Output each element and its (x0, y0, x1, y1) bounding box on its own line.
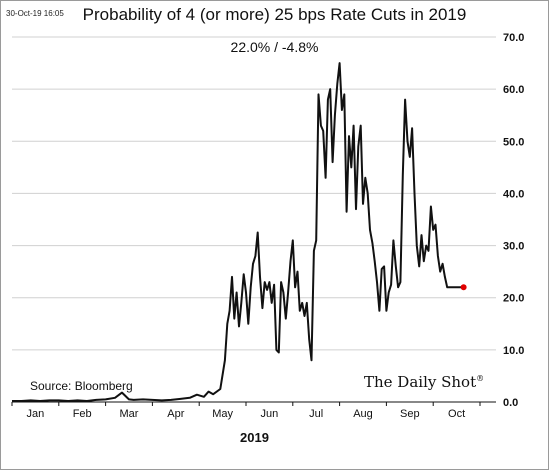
y-tick-label: 10.0 (503, 345, 524, 357)
x-tick-label: Mar (120, 408, 139, 420)
x-tick-label: Feb (73, 408, 92, 420)
y-tick-label: 0.0 (503, 397, 518, 409)
x-tick-label: Jun (261, 408, 279, 420)
x-tick-label: Sep (400, 408, 420, 420)
series-group (12, 62, 467, 402)
brand-name: The Daily Shot (364, 373, 477, 391)
y-tick-label: 40.0 (503, 188, 524, 200)
x-tick-label: Jan (27, 408, 45, 420)
x-tick-label: Jul (309, 408, 323, 420)
chart-title: Probability of 4 (or more) 25 bps Rate C… (82, 5, 467, 24)
last-value-readout: 22.0% / -4.8% (230, 39, 319, 55)
x-tick-label: Aug (353, 408, 373, 420)
y-tick-label: 20.0 (503, 293, 524, 305)
y-tick-label: 30.0 (503, 241, 524, 253)
x-tick-label: Oct (448, 408, 465, 420)
brand-logo: The Daily Shot® (364, 373, 484, 391)
y-tick-label: 60.0 (503, 84, 524, 96)
y-tick-label: 70.0 (503, 32, 524, 44)
x-tick-label: May (212, 408, 233, 420)
grid-lines (12, 36, 496, 351)
y-tick-label: 50.0 (503, 136, 524, 148)
x-axis (11, 401, 496, 406)
x-tick-label: Apr (167, 408, 184, 420)
series-line (12, 62, 464, 402)
source-note: Source: Bloomberg (30, 379, 133, 393)
y-tick-labels: 0.0 10.0 20.0 30.0 40.0 50.0 60.0 70.0 (503, 32, 524, 409)
x-axis-title: 2019 (240, 430, 269, 445)
timestamp: 30-Oct-19 16:05 (6, 9, 64, 18)
brand-registered-mark: ® (476, 374, 485, 383)
last-point-marker (460, 284, 467, 291)
x-tick-labels: Jan Feb Mar Apr May Jun Jul Aug Sep Oct (27, 408, 466, 420)
